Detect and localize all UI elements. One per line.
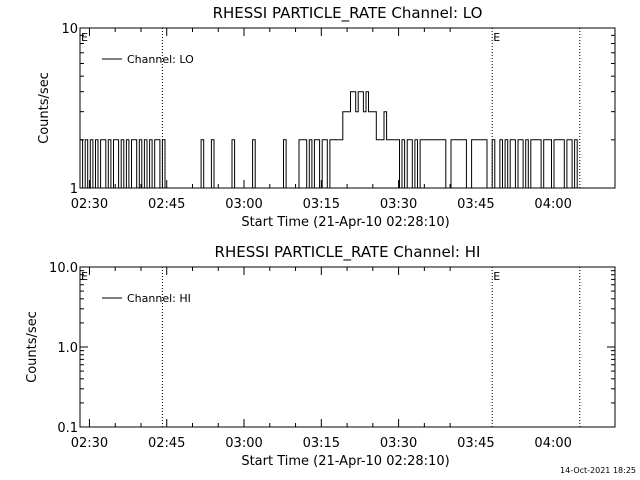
x-tick-label: 03:00: [225, 436, 262, 451]
chart-panel-2: RHESSI PARTICLE_RATE Channel: HI Start Ti…: [25, 243, 616, 469]
y-tick-label: 10.0: [49, 261, 78, 276]
legend-label: Channel: HI: [127, 292, 191, 305]
x-tick-label: 02:30: [71, 436, 108, 451]
y-tick-label: 10: [61, 22, 78, 37]
x-tick-label: 02:45: [148, 197, 185, 212]
marker-label: E: [81, 31, 88, 44]
marker-label: E: [493, 31, 500, 44]
chart-title: RHESSI PARTICLE_RATE Channel: LO: [213, 4, 483, 23]
x-tick-label: 04:00: [534, 197, 571, 212]
x-tick-label: 02:45: [148, 436, 185, 451]
series-line: [80, 91, 580, 189]
chart-panel-1: RHESSI PARTICLE_RATE Channel: LO Start Ti…: [37, 4, 616, 230]
footer-timestamp: 14-Oct-2021 18:25: [560, 466, 636, 475]
marker-label: E: [493, 270, 500, 283]
x-tick-label: 03:00: [225, 197, 262, 212]
x-tick-label: 03:30: [380, 197, 417, 212]
y-tick-label: 1.0: [57, 341, 78, 356]
y-axis-label: Counts/sec: [25, 311, 40, 383]
plot-frame: [79, 266, 616, 428]
y-tick-label: 1: [70, 182, 78, 197]
y-axis-label: Counts/sec: [37, 72, 52, 144]
chart-title: RHESSI PARTICLE_RATE Channel: HI: [215, 243, 481, 262]
x-tick-label: 03:45: [457, 436, 494, 451]
y-tick-label: 0.1: [57, 421, 78, 436]
x-tick-label: 04:00: [534, 436, 571, 451]
x-axis-label: Start Time (21-Apr-10 02:28:10): [241, 454, 449, 469]
x-tick-label: 03:30: [380, 436, 417, 451]
x-tick-label: 03:15: [303, 436, 340, 451]
x-tick-label: 02:30: [71, 197, 108, 212]
x-tick-label: 03:45: [457, 197, 494, 212]
legend-label: Channel: LO: [127, 53, 194, 66]
x-tick-label: 03:15: [303, 197, 340, 212]
marker-label: E: [81, 270, 88, 283]
x-axis-label: Start Time (21-Apr-10 02:28:10): [241, 215, 449, 230]
